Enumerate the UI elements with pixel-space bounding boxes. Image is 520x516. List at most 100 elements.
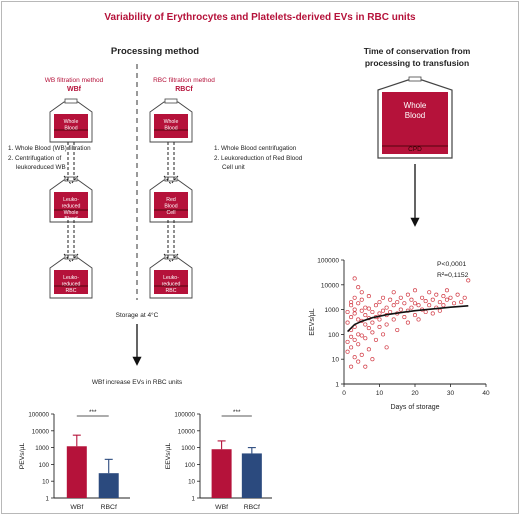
scatter-point	[352, 276, 357, 281]
bag-rbc-red-blood-cell-text: Blood	[164, 203, 177, 209]
scatter-point	[356, 285, 361, 290]
bag-rbc-whole-blood-text: Whole	[164, 119, 179, 125]
scatter-point	[416, 303, 421, 308]
bag-rbc-leukoreduced-rbc-fill	[154, 270, 188, 294]
bar-category-label: WBf	[70, 504, 83, 511]
bag-rbc-leukoreduced-rbc-text: Leuko-	[163, 275, 179, 281]
scatter-point	[370, 309, 375, 315]
scatter-x-tick-label: 0	[342, 390, 346, 397]
scatter-point	[352, 307, 357, 312]
scatter-point	[366, 294, 371, 299]
wb-process-arrows	[63, 142, 79, 263]
blood-bags: WholeBloodLeuko-reducedWholeBloodLeuko-r…	[49, 76, 453, 299]
figure-title: Variability of Erythrocytes and Platelet…	[104, 12, 416, 23]
wb-step-2: 2. Centrifugation of	[8, 155, 61, 162]
scatter-point	[370, 320, 375, 325]
scatter-point	[352, 337, 357, 342]
scatter-point	[416, 317, 421, 322]
scatter-point	[427, 303, 432, 308]
scatter-point	[437, 308, 442, 313]
scatter-point	[373, 337, 379, 342]
scatter-point	[345, 339, 350, 344]
rbc-process-arrows	[163, 142, 179, 263]
bag-wb-whole-blood-text: Whole	[64, 119, 79, 125]
bag-wb-whole-blood-text: Blood	[64, 125, 77, 131]
significance-label: ***	[233, 409, 241, 416]
bag-rbc-whole-blood-fill	[154, 114, 188, 138]
conservation-heading-1: Time of conservation from	[364, 46, 471, 56]
bar-y-tick-label: 10	[188, 479, 195, 486]
scatter-y-tick-label: 10	[332, 357, 340, 364]
scatter-x-tick-label: 30	[447, 390, 455, 397]
scatter-point	[434, 292, 439, 297]
bag-conservation-whole-blood-text: Whole	[404, 101, 427, 110]
bag-code-label: CPD	[408, 146, 422, 153]
bag-conservation-whole-blood-port	[408, 76, 422, 82]
scatter-point	[444, 288, 450, 293]
scatter-point	[359, 290, 364, 295]
scatter-point	[377, 300, 382, 305]
bag-rbc-red-blood-cell-text: Red	[166, 197, 176, 203]
wb-step-1: 1. Whole Blood (WB) filtration	[8, 145, 91, 152]
eevs-bar-chart: 1 10 100 1000 10000 100000 EEVs/µL WBf RBCf ***	[165, 409, 272, 511]
scatter-point	[455, 292, 460, 297]
scatter-point	[395, 327, 400, 333]
scatter-point	[409, 305, 414, 310]
wb-step-2b: leukoreduced WB	[16, 164, 66, 171]
bar-category-label: RBCf	[101, 504, 117, 511]
scatter-point	[356, 332, 361, 337]
bag-wb-whole-blood-fill	[54, 114, 88, 138]
scatter-point	[345, 349, 350, 354]
scatter-point	[345, 309, 350, 315]
scatter-point	[349, 364, 354, 369]
scatter-point	[377, 324, 382, 329]
scatter-point	[359, 352, 364, 357]
rbc-step-1: 1. Whole Blood centrifugation	[214, 145, 297, 152]
scatter-point	[423, 309, 428, 315]
scatter-y-tick-label: 100000	[317, 258, 339, 265]
scatter-point	[391, 317, 396, 322]
bag-rbc-leukoreduced-rbc-text: reduced	[162, 281, 181, 287]
scatter-x-tick-label: 20	[411, 390, 419, 397]
bag-wb-leukoreduced-rbc-port	[64, 254, 78, 260]
scatter-point	[388, 297, 393, 302]
scatter-point	[356, 317, 361, 322]
scatter-point	[427, 290, 432, 295]
scatter-point	[356, 342, 361, 347]
pevs-bar-chart: 1 10 100 1000 10000 100000 PEVs/µL WBf RBCf ***	[19, 409, 130, 511]
bag-wb-leukoreduced-whole-blood-port	[64, 176, 78, 182]
scatter-x-tick-label: 40	[482, 390, 490, 397]
bag-rbc-red-blood-cell-fill	[154, 192, 188, 218]
scatter-point	[363, 336, 368, 341]
scatter-point	[405, 292, 410, 297]
scatter-point	[373, 303, 379, 308]
scatter-point	[420, 295, 425, 300]
scatter-point	[441, 294, 446, 299]
scatter-point	[359, 333, 364, 338]
scatter-point	[412, 301, 418, 306]
scatter-point	[384, 305, 389, 310]
scatter-point	[441, 303, 446, 308]
bar-rbcf	[98, 473, 119, 498]
bag-wb-leukoreduced-rbc-text: Leuko-	[63, 275, 79, 281]
bag-wb-leukoreduced-whole-blood-text: Whole	[64, 210, 79, 216]
scatter-point	[370, 330, 375, 335]
scatter-point	[377, 311, 382, 316]
scatter-x-label: Days of storage	[390, 404, 439, 411]
storage-label: Storage at 4°C	[116, 311, 159, 319]
scatter-point	[459, 300, 464, 305]
scatter-point	[405, 320, 410, 325]
scatter-point	[349, 315, 354, 320]
significance-label: ***	[89, 409, 97, 416]
bar-wbf	[211, 449, 232, 498]
bag-rbc-whole-blood-port	[164, 98, 178, 104]
scatter-point	[356, 359, 361, 364]
bag-wb-whole-blood-port	[64, 98, 78, 104]
scatter-y-tick-label: 1000	[325, 307, 340, 314]
bar-y-tick-label: 100000	[28, 412, 49, 419]
